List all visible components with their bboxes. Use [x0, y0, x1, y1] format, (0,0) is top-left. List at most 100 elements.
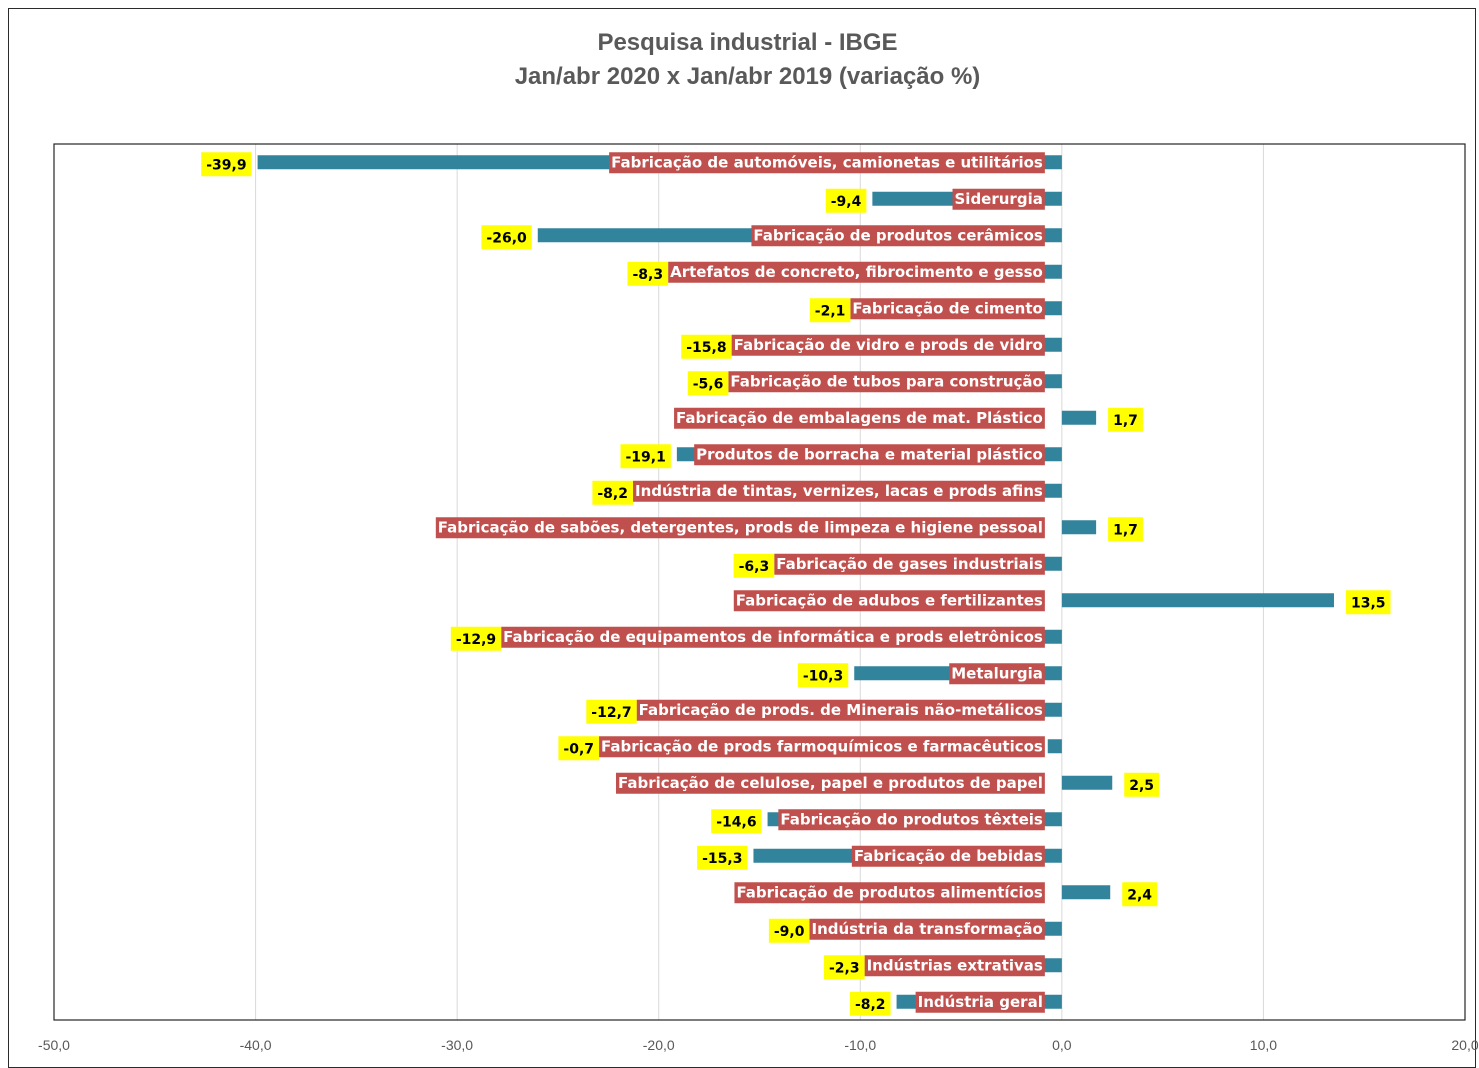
value-label-bg [687, 371, 729, 396]
value-label-bg [733, 553, 775, 578]
value-label-text: -12,9 [456, 632, 496, 648]
value-label-bg [627, 261, 669, 286]
value-label-text: -0,7 [563, 741, 594, 757]
value-label: -8,3 [627, 261, 669, 286]
plot-area [53, 143, 1466, 1021]
category-label: Fabricação de equipamentos de informátic… [501, 626, 1045, 648]
category-label: Metalurgia [949, 663, 1045, 685]
category-label: Indústrias extrativas [864, 955, 1045, 977]
category-label-bg [599, 736, 1045, 758]
category-label-bg [864, 955, 1045, 977]
value-label-bg [825, 188, 867, 213]
value-label-text: -2,1 [815, 303, 846, 319]
category-label-bg [668, 261, 1045, 283]
value-label: -6,3 [733, 553, 775, 578]
category-label: Fabricação de automóveis, camionetas e u… [609, 152, 1045, 174]
category-label-text: Fabricação de cimento [852, 299, 1042, 317]
chart-title-block: Pesquisa industrial - IBGE Jan/abr 2020 … [0, 26, 1479, 94]
category-label-text: Fabricação de produtos alimentícios [736, 883, 1042, 901]
bar [1061, 410, 1097, 425]
value-label: 2,5 [1124, 772, 1160, 797]
value-label: -26,0 [481, 225, 532, 250]
bar [1047, 739, 1062, 754]
value-label-text: 2,4 [1127, 887, 1152, 903]
category-label-text: Fabricação de sabões, detergentes, prods… [438, 518, 1043, 536]
value-label: -14,6 [711, 809, 762, 834]
category-label: Fabricação de bebidas [851, 845, 1045, 867]
value-label-text: -15,8 [686, 340, 726, 356]
category-label-text: Fabricação de celulose, papel e produtos… [618, 774, 1043, 792]
category-label: Artefatos de concreto, fibrocimento e ge… [668, 261, 1045, 283]
x-tick-label: -40,0 [240, 1037, 272, 1053]
value-label-bg [768, 918, 810, 943]
value-label-text: -9,4 [831, 194, 862, 210]
value-label-bg [1122, 882, 1158, 907]
value-label-text: 13,5 [1351, 595, 1386, 611]
category-label-text: Artefatos de concreto, fibrocimento e ge… [670, 263, 1043, 281]
category-label-text: Fabricação de tubos para construção [730, 372, 1042, 390]
value-label-text: -9,0 [774, 924, 805, 940]
bar [1061, 885, 1111, 900]
category-label-text: Fabricação de automóveis, camionetas e u… [611, 153, 1043, 171]
x-tick-label: 0,0 [1052, 1037, 1072, 1053]
category-label-text: Fabricação de bebidas [854, 847, 1043, 865]
value-label: -0,7 [558, 736, 600, 761]
x-tick-label: -10,0 [844, 1037, 876, 1053]
category-label-bg [734, 882, 1045, 904]
value-label-bg [481, 225, 532, 250]
x-tick-label: 20,0 [1451, 1037, 1478, 1053]
value-label-bg [620, 444, 671, 469]
value-label-bg [809, 298, 851, 323]
category-label-bg [850, 298, 1045, 320]
category-label-text: Fabricação de adubos e fertilizantes [736, 591, 1043, 609]
value-label: -12,9 [450, 626, 502, 651]
value-label-bg [592, 480, 634, 505]
category-label-text: Indústria da transformação [812, 920, 1043, 938]
value-label: -2,1 [809, 298, 851, 323]
category-label-bg [731, 334, 1045, 356]
value-label-bg [711, 809, 762, 834]
value-label-text: -5,6 [693, 376, 724, 392]
value-label-bg [697, 845, 748, 870]
value-label: 1,7 [1108, 517, 1143, 542]
value-label-text: -39,9 [206, 157, 246, 173]
chart-subtitle: Jan/abr 2020 x Jan/abr 2019 (variação %) [514, 63, 981, 90]
category-label: Indústria da transformação [809, 918, 1045, 940]
bar [1061, 775, 1113, 790]
value-label-text: -10,3 [803, 668, 843, 684]
category-label-text: Fabricação de embalagens de mat. Plástic… [676, 409, 1043, 427]
category-label: Indústria geral [915, 991, 1045, 1013]
value-label-bg [201, 152, 252, 177]
value-label-bg [558, 736, 600, 761]
category-label: Fabricação de prods. de Minerais não-met… [636, 699, 1045, 721]
value-label: 13,5 [1345, 590, 1391, 615]
category-label-bg [609, 152, 1045, 174]
category-label: Fabricação de prods farmoquímicos e farm… [599, 736, 1045, 758]
x-tick-label: -30,0 [441, 1037, 473, 1053]
value-label-text: -19,1 [625, 449, 665, 465]
category-label-bg [615, 772, 1045, 794]
category-label-text: Indústrias extrativas [867, 956, 1043, 974]
category-label-bg [751, 225, 1045, 247]
category-label-text: Siderurgia [955, 190, 1043, 208]
value-label: 1,7 [1108, 407, 1143, 432]
value-label-text: -8,2 [855, 997, 886, 1013]
value-label: -12,7 [586, 699, 637, 724]
value-label: -9,0 [768, 918, 810, 943]
category-label-bg [949, 663, 1045, 685]
value-label: -9,4 [825, 188, 867, 213]
category-label: Fabricação de produtos cerâmicos [751, 225, 1045, 247]
category-label-bg [851, 845, 1045, 867]
category-label-text: Produtos de borracha e material plástico [696, 445, 1043, 463]
value-label-text: -8,2 [597, 486, 628, 502]
category-label: Fabricação de cimento [850, 298, 1045, 320]
category-label-bg [694, 444, 1045, 466]
x-tick-label: -50,0 [38, 1037, 70, 1053]
value-label: -39,9 [201, 152, 252, 177]
category-label-bg [778, 809, 1045, 831]
category-label: Siderurgia [952, 188, 1045, 210]
category-label: Fabricação de embalagens de mat. Plástic… [674, 407, 1045, 429]
category-label-bg [435, 517, 1045, 539]
category-label-text: Metalurgia [951, 664, 1043, 682]
